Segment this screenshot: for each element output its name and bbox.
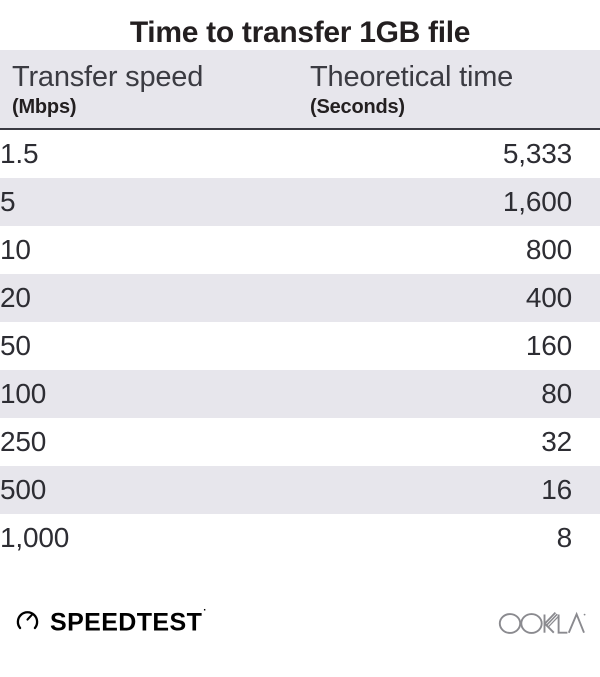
column-header-transfer-speed-unit: (Mbps) (12, 96, 77, 118)
cell-theoretical-time: 8 (556, 522, 573, 553)
table-row: 1.5 5,333 (0, 129, 600, 178)
cell-theoretical-time: 32 (541, 426, 572, 457)
cell-theoretical-time: 80 (541, 378, 572, 409)
cell-theoretical-time: 1,600 (502, 186, 572, 217)
table-row: 50 160 (0, 322, 600, 370)
table-row: 1,000 8 (0, 514, 600, 562)
column-header-transfer-speed: Transfer speed (Mbps) (0, 50, 300, 130)
speedtest-logo: SPEEDTEST· (14, 605, 207, 637)
cell-theoretical-time: 800 (525, 234, 572, 265)
cell-transfer-speed: 1,000 (0, 522, 70, 553)
cell-transfer-speed: 50 (0, 330, 31, 361)
table-row: 20 400 (0, 274, 600, 322)
cell-transfer-speed: 100 (0, 378, 47, 409)
cell-transfer-speed: 20 (0, 282, 31, 313)
column-header-theoretical-time: Theoretical time (Seconds) (300, 50, 600, 130)
transfer-time-table: Transfer speed (Mbps) Theoretical time (… (0, 50, 600, 562)
table-row: 100 80 (0, 370, 600, 418)
speedtest-wordmark-text: SPEEDTEST (50, 608, 203, 637)
cell-theoretical-time: 16 (541, 474, 572, 505)
table-row: 10 800 (0, 226, 600, 274)
speedometer-icon (14, 605, 41, 637)
cell-transfer-speed: 1.5 (0, 138, 39, 169)
trademark-icon: · (203, 605, 207, 617)
table-row: 5 1,600 (0, 178, 600, 226)
column-header-transfer-speed-main: Transfer speed (12, 61, 204, 93)
footer: SPEEDTEST· (0, 585, 600, 677)
table-row: 250 32 (0, 418, 600, 466)
cell-theoretical-time: 160 (525, 330, 572, 361)
column-header-theoretical-time-unit: (Seconds) (310, 96, 405, 118)
ookla-wordmark-icon (498, 611, 586, 634)
table-body: 1.5 5,333 5 1,600 10 800 20 400 50 160 1… (0, 129, 600, 562)
ookla-logo (498, 608, 586, 635)
cell-transfer-speed: 500 (0, 474, 47, 505)
table-row: 500 16 (0, 466, 600, 514)
page-title: Time to transfer 1GB file (129, 16, 471, 49)
cell-transfer-speed: 10 (0, 234, 31, 265)
cell-transfer-speed: 5 (0, 186, 16, 217)
cell-transfer-speed: 250 (0, 426, 47, 457)
cell-theoretical-time: 5,333 (502, 138, 572, 169)
table-header-row: Transfer speed (Mbps) Theoretical time (… (0, 50, 600, 130)
cell-theoretical-time: 400 (525, 282, 572, 313)
speedtest-wordmark: SPEEDTEST· (50, 605, 207, 637)
column-header-theoretical-time-main: Theoretical time (310, 61, 514, 93)
